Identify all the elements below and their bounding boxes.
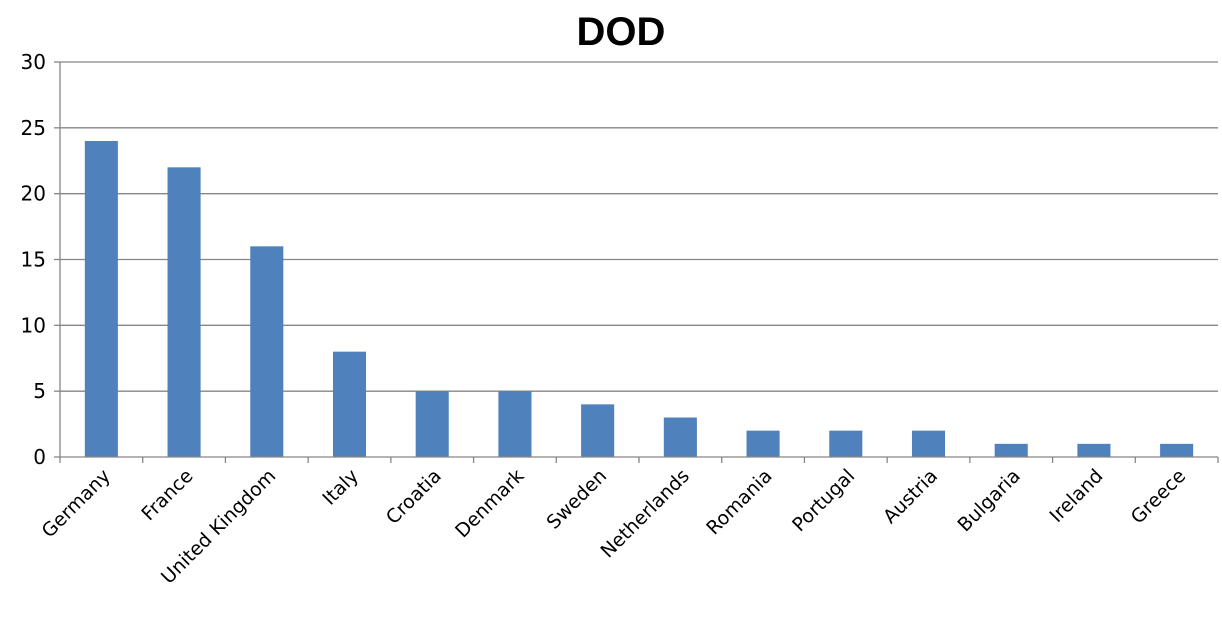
x-tick-label: Sweden xyxy=(543,465,612,534)
x-tick-label: Croatia xyxy=(382,465,446,529)
bar-germany xyxy=(84,141,118,457)
bar-italy xyxy=(332,351,367,457)
y-tick-label: 25 xyxy=(21,116,46,140)
bars xyxy=(84,141,1194,458)
y-tick-label: 15 xyxy=(21,248,46,272)
x-tick-label: Italy xyxy=(318,465,363,510)
x-tick-label: Germany xyxy=(38,465,115,542)
x-tick-label: Portugal xyxy=(788,465,859,536)
bar-bulgaria xyxy=(994,443,1028,457)
x-tick-label: Ireland xyxy=(1045,465,1107,527)
bar-sweden xyxy=(581,404,615,457)
x-tick-label: Greece xyxy=(1127,465,1190,528)
gridlines xyxy=(60,61,1218,392)
bar-netherlands xyxy=(663,417,697,457)
bar-portugal xyxy=(829,430,863,457)
x-tick-label: Denmark xyxy=(451,465,528,542)
y-tick-label: 30 xyxy=(21,50,46,74)
bar-france xyxy=(167,167,201,458)
x-tick-label: Netherlands xyxy=(596,465,693,562)
x-tick-label: Austria xyxy=(879,465,942,528)
bar-romania xyxy=(746,430,780,457)
y-tick-label: 20 xyxy=(21,182,46,206)
chart-title: DOD xyxy=(577,10,666,54)
y-tick-label: 10 xyxy=(21,313,46,337)
bar-croatia xyxy=(415,391,449,457)
y-tick-label: 0 xyxy=(33,445,46,469)
x-tick-label: France xyxy=(137,465,197,525)
bar-denmark xyxy=(498,391,532,457)
bar-united-kingdom xyxy=(250,246,284,457)
y-axis-ticks: 0 5 10 15 20 25 30 xyxy=(21,50,60,469)
x-tick-label: Romania xyxy=(702,465,776,539)
bar-greece xyxy=(1160,443,1194,457)
bar-austria xyxy=(911,430,946,457)
bar-ireland xyxy=(1077,443,1111,457)
y-tick-label: 5 xyxy=(33,379,46,403)
x-tick-label: Bulgaria xyxy=(953,465,1024,536)
